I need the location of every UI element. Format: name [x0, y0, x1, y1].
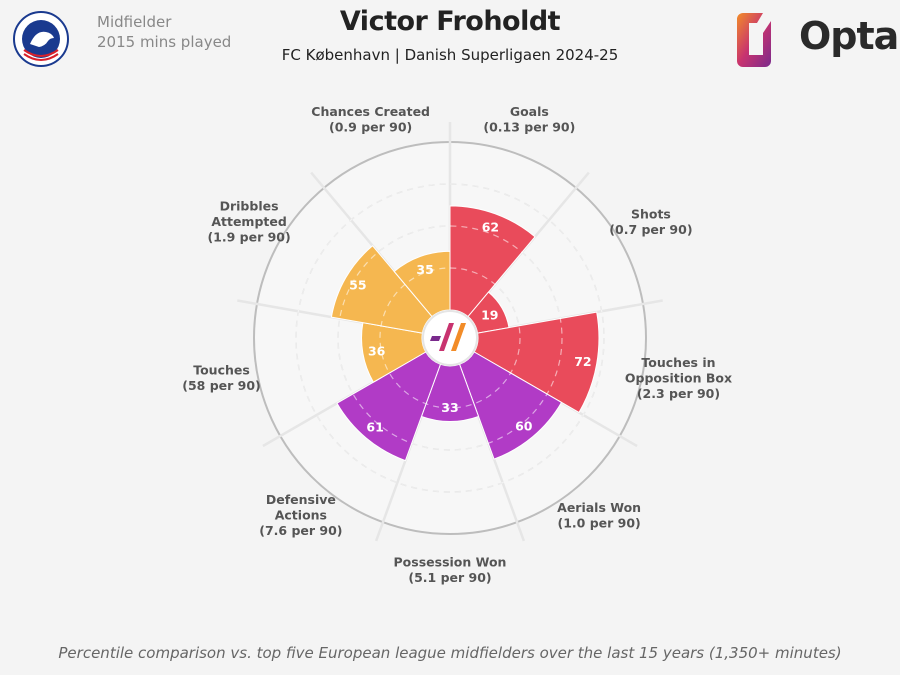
chart-axis-label: (5.1 per 90) [408, 570, 491, 585]
player-minutes: 2015 mins played [97, 33, 232, 51]
chart-value-label: 72 [574, 354, 591, 369]
chart-value-label: 19 [481, 308, 498, 323]
chart-value-label: 55 [349, 277, 366, 292]
chart-center-badge [422, 310, 478, 366]
chart-value-label: 36 [368, 343, 386, 358]
chart-value-label: 61 [366, 420, 383, 435]
chart-axis-label: Shots [631, 206, 671, 221]
chart-axis-label: (58 per 90) [182, 378, 261, 393]
chart-axis-label: (0.7 per 90) [609, 222, 692, 237]
chart-axis-label: (1.9 per 90) [207, 230, 290, 245]
chart-center-logo-mark [451, 323, 466, 351]
chart-axis-label: Defensive [266, 492, 336, 507]
chart-axis-label: Attempted [211, 214, 286, 229]
opta-wordmark: Opta [799, 14, 899, 58]
chart-axis-label: Goals [510, 104, 549, 119]
player-meta: Midfielder 2015 mins played [97, 12, 231, 52]
chart-axis-label: Opposition Box [625, 370, 732, 385]
chart-axis-label: (0.13 per 90) [483, 120, 575, 135]
player-position: Midfielder [97, 13, 172, 31]
club-logo [13, 11, 69, 67]
chart-axis-label: Touches [193, 363, 250, 378]
chart-axis-label: Possession Won [394, 554, 507, 569]
chart-axis-label: (7.6 per 90) [259, 523, 342, 538]
chart-axis-label: Aerials Won [557, 500, 641, 515]
chart-center-logo-mark [430, 336, 441, 341]
chart-axis-label: (2.3 per 90) [637, 386, 720, 401]
chart-value-label: 33 [441, 400, 458, 415]
chart-value-label: 35 [416, 262, 433, 277]
chart-footnote: Percentile comparison vs. top five Europ… [58, 644, 842, 662]
chart-axis-label: Touches in [641, 355, 715, 370]
page-subtitle: FC København | Danish Superligaen 2024-2… [281, 46, 619, 64]
chart-axis-label: (1.0 per 90) [557, 515, 640, 530]
chart-grid-overlay [295, 183, 605, 493]
chart-value-label: 60 [515, 418, 533, 433]
chart-grid-overlay [337, 225, 563, 451]
opta-logo-icon [737, 13, 771, 67]
chart-axis-label: Dribbles [220, 199, 279, 214]
chart-axis-label: Chances Created [311, 104, 430, 119]
page-title: Victor Froholdt [339, 6, 561, 37]
chart-grid-overlay [379, 267, 521, 409]
chart-center-logo-mark [439, 323, 454, 351]
chart-axis-label: Actions [275, 508, 327, 523]
chart-axis-label: (0.9 per 90) [329, 120, 412, 135]
chart-value-label: 62 [482, 219, 499, 234]
